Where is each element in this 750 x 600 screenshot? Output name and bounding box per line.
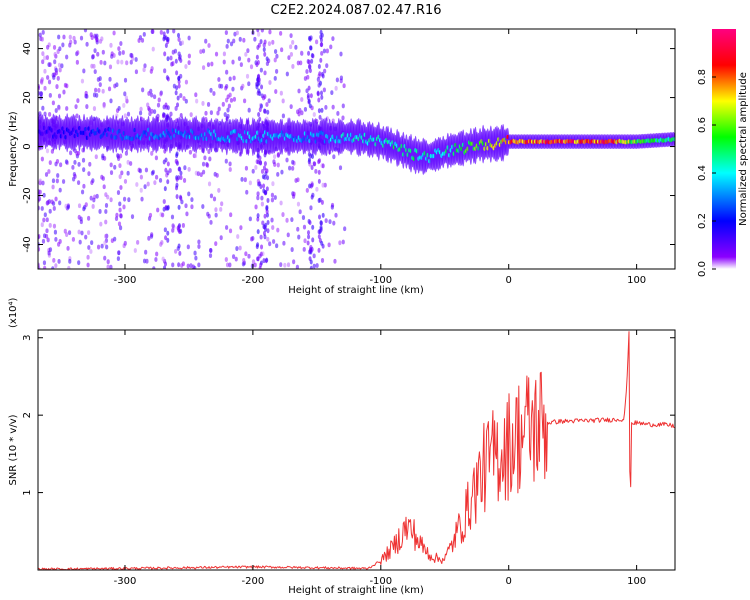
snr-x-tick-label: 0 [506,576,512,587]
snr-x-tick-label: 100 [627,576,646,587]
colorbar-tick-label: 0.4 [697,165,708,181]
colorbar-label: Normalized spectral amplitude [738,72,749,226]
snr-y-ticks: 1 2 3 [22,335,675,496]
snr-y-scale-label: (x10⁴) [8,297,19,328]
spectrogram-x-tick-label: -200 [242,275,265,286]
spectrogram-x-ticks: -300 -200 -100 0 100 [114,29,646,286]
spectrogram-x-tick-label: 100 [627,275,646,286]
colorbar: 0.0 0.2 0.4 0.6 0.8 Normalized spectral ampl… [697,29,749,277]
colorbar-ticks: 0.0 0.2 0.4 0.6 0.8 [697,69,716,277]
spectrogram-x-tick-label: -300 [114,275,137,286]
colorbar-gradient [712,29,736,269]
spectrogram-y-tick-label: 0 [22,143,33,149]
snr-frame [37,329,676,571]
snr-y-tick-label: 1 [22,489,33,495]
spectrogram-x-tick-label: -100 [369,275,392,286]
spectrogram-y-tick-label: -40 [22,236,33,252]
colorbar-tick-label: 0.0 [697,261,708,277]
spectrogram-panel: -300 -200 -100 0 100 40 20 0 -20 -40 Height of s… [8,28,676,296]
snr-x-label: Height of straight line (km) [288,585,424,596]
snr-x-tick-label: -300 [114,576,137,587]
spectrogram-frame [37,28,676,270]
spectrogram-x-label: Height of straight line (km) [288,285,424,296]
snr-x-tick-label: -100 [369,576,392,587]
figure-title: C2E2.2024.087.02.47.R16 [270,3,441,18]
colorbar-tick-label: 0.8 [697,69,708,85]
snr-y-label: SNR (10 * v/v) [8,414,19,485]
snr-series-line [38,331,675,570]
snr-y-tick-label: 2 [22,412,33,418]
spectrogram-y-label: Frequency (Hz) [8,111,19,187]
spectrogram-y-ticks: 40 20 0 -20 -40 [22,42,675,253]
spectrogram-y-tick-label: 20 [22,91,33,104]
snr-panel: -300 -200 -100 0 100 1 2 3 Height of straight … [8,297,676,596]
spectrogram-y-tick-label: 40 [22,42,33,55]
spectrogram-x-tick-label: 0 [506,275,512,286]
colorbar-tick-label: 0.2 [697,213,708,229]
colorbar-tick-label: 0.6 [697,117,708,133]
spectrogram-y-tick-label: -20 [22,187,33,203]
spectrogram-heatmap [38,29,675,269]
snr-x-ticks: -300 -200 -100 0 100 [114,330,646,587]
snr-x-tick-label: -200 [242,576,265,587]
snr-y-tick-label: 3 [22,335,33,341]
